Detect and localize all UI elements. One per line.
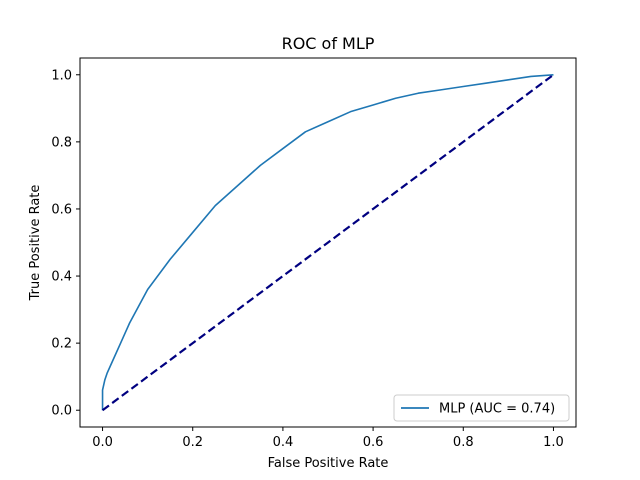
y-tick-label: 0.8 bbox=[51, 135, 72, 150]
y-tick-label: 0.4 bbox=[51, 270, 72, 285]
x-tick-label: 0.4 bbox=[273, 435, 294, 450]
plot-frame bbox=[79, 57, 577, 428]
y-tick-label: 0.6 bbox=[51, 202, 72, 217]
chance-diagonal-line bbox=[101, 73, 555, 412]
x-tick-label: 0.8 bbox=[453, 435, 474, 450]
y-axis-title: True Positive Rate bbox=[28, 185, 43, 302]
y-tick-label: 0.0 bbox=[51, 404, 72, 419]
x-tick-label: 1.0 bbox=[543, 435, 564, 450]
legend-box bbox=[393, 394, 570, 422]
legend-label-mlp: MLP (AUC = 0.74) bbox=[439, 402, 555, 417]
chart-title: ROC of MLP bbox=[282, 34, 375, 53]
x-tick-label: 0.0 bbox=[92, 435, 113, 450]
roc-curve-mlp bbox=[101, 73, 554, 411]
y-tick-label: 1.0 bbox=[51, 68, 72, 83]
x-tick-label: 0.2 bbox=[182, 435, 203, 450]
y-tick-label: 0.2 bbox=[51, 337, 72, 352]
x-axis-title: False Positive Rate bbox=[268, 456, 389, 471]
legend: MLP (AUC = 0.74) bbox=[393, 394, 570, 422]
x-tick-label: 0.6 bbox=[363, 435, 384, 450]
